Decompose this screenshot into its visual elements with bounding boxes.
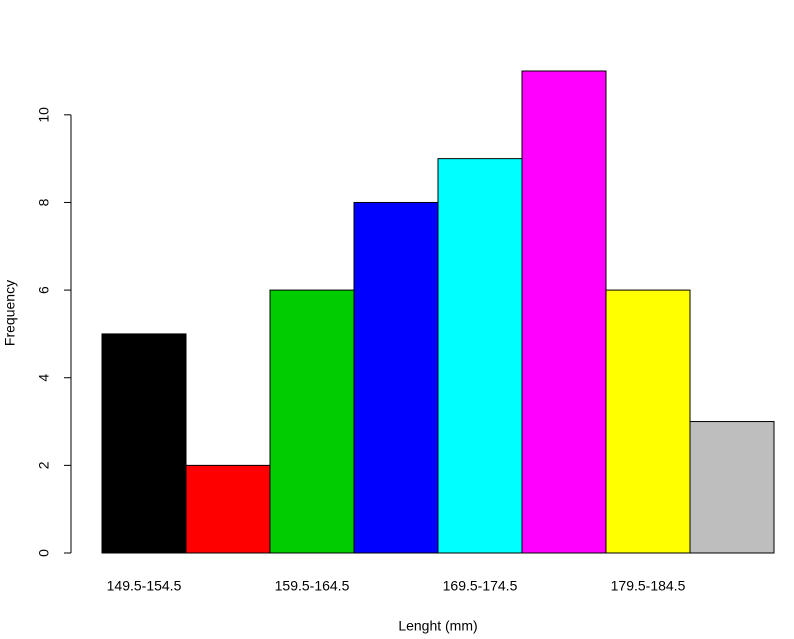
bar (353, 201, 439, 554)
y-tick-label: 0 (36, 549, 52, 557)
y-tick-label: 2 (36, 461, 52, 469)
y-tick-label: 10 (36, 107, 52, 123)
bar (521, 70, 607, 554)
bar (101, 333, 187, 554)
bar (185, 464, 271, 554)
y-tick-label: 6 (36, 286, 52, 294)
x-axis-title: Lenght (mm) (398, 618, 477, 634)
x-tick-label: 159.5-164.5 (275, 578, 350, 594)
bar (605, 289, 691, 554)
y-tick-label: 8 (36, 198, 52, 206)
bar (269, 289, 355, 554)
x-tick-label: 149.5-154.5 (107, 578, 182, 594)
x-tick-label: 169.5-174.5 (443, 578, 518, 594)
y-axis-title: Frequency (2, 280, 18, 346)
bar (437, 158, 523, 554)
y-tick-label: 4 (36, 374, 52, 382)
bar (689, 421, 775, 554)
x-tick-label: 179.5-184.5 (611, 578, 686, 594)
